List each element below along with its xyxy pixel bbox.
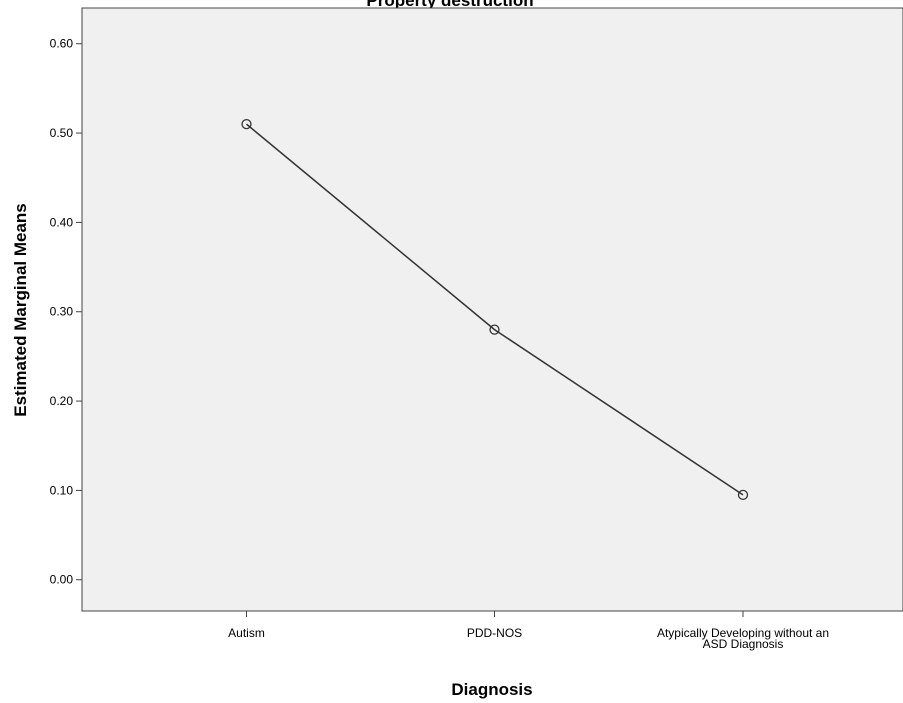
y-axis: 0.00 0.10 0.20 0.30 0.40 0.50 0.60 [50,37,82,587]
plot-area [81,7,903,612]
data-point [489,324,500,335]
y-tick-label: 0.20 [50,394,74,408]
data-point [737,489,749,501]
y-tick-label: 0.60 [50,37,74,51]
data-point [241,118,252,130]
y-axis-label: Estimated Marginal Means [11,203,30,417]
y-tick-label: 0.00 [50,573,74,587]
y-tick-label: 0.50 [50,126,74,140]
y-tick-label: 0.30 [50,305,74,319]
series-line [246,123,744,496]
chart-title: Property destruction [366,0,533,10]
x-tick-label: Atypically Developing without an ASD Diag… [657,626,829,651]
y-tick-label: 0.40 [50,215,74,229]
x-axis-label: Diagnosis [451,680,532,699]
x-tick-label: PDD-NOS [467,626,522,640]
x-axis: Autism PDD-NOS Atypically Developing witho… [228,611,829,651]
y-tick-label: 0.10 [50,483,74,497]
data-series [241,118,749,501]
x-tick-label: Autism [228,626,265,640]
